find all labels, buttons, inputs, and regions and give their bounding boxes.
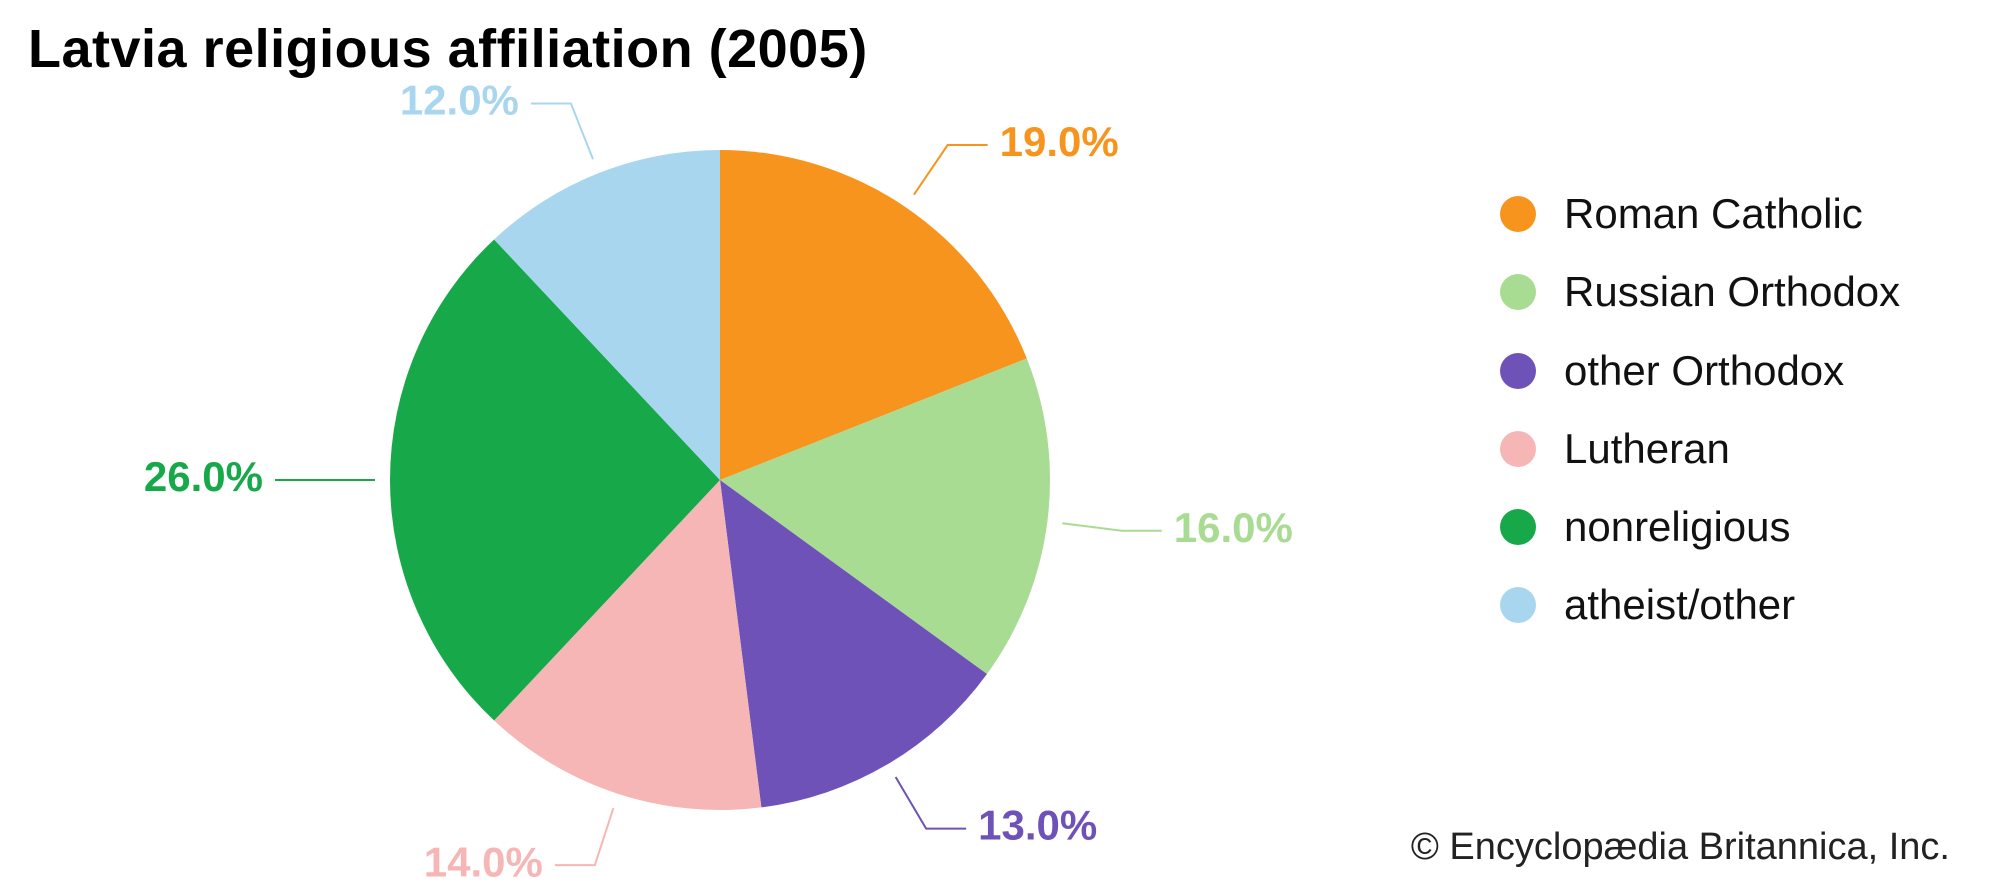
legend-label: nonreligious — [1564, 503, 1791, 551]
legend-swatch — [1500, 196, 1536, 232]
copyright-text: © Encyclopædia Britannica, Inc. — [1411, 826, 1950, 869]
legend-label: other Orthodox — [1564, 347, 1844, 395]
chart-container: Latvia religious affiliation (2005) 19.0… — [0, 0, 2000, 889]
slice-percent-label: 13.0% — [978, 802, 1097, 849]
slice-percent-label: 19.0% — [1000, 118, 1119, 165]
leader-line — [896, 777, 967, 829]
legend-label: atheist/other — [1564, 581, 1795, 629]
slice-percent-label: 26.0% — [144, 453, 263, 500]
legend: Roman Catholic Russian Orthodox other Orth… — [1500, 190, 1920, 660]
leader-line — [1062, 523, 1162, 531]
legend-item: Roman Catholic — [1500, 190, 1920, 238]
legend-item: other Orthodox — [1500, 347, 1920, 395]
legend-item: atheist/other — [1500, 581, 1920, 629]
legend-swatch — [1500, 274, 1536, 310]
legend-item: nonreligious — [1500, 503, 1920, 551]
leader-line — [531, 103, 593, 159]
legend-swatch — [1500, 509, 1536, 545]
legend-label: Roman Catholic — [1564, 190, 1863, 238]
slice-percent-label: 16.0% — [1174, 504, 1293, 551]
slice-percent-label: 12.0% — [400, 77, 519, 124]
legend-item: Russian Orthodox — [1500, 268, 1920, 316]
legend-label: Lutheran — [1564, 425, 1730, 473]
legend-item: Lutheran — [1500, 425, 1920, 473]
legend-label: Russian Orthodox — [1564, 268, 1900, 316]
legend-swatch — [1500, 587, 1536, 623]
leader-line — [914, 145, 988, 195]
legend-swatch — [1500, 431, 1536, 467]
slice-percent-label: 14.0% — [424, 838, 543, 885]
legend-swatch — [1500, 353, 1536, 389]
leader-line — [555, 808, 614, 865]
